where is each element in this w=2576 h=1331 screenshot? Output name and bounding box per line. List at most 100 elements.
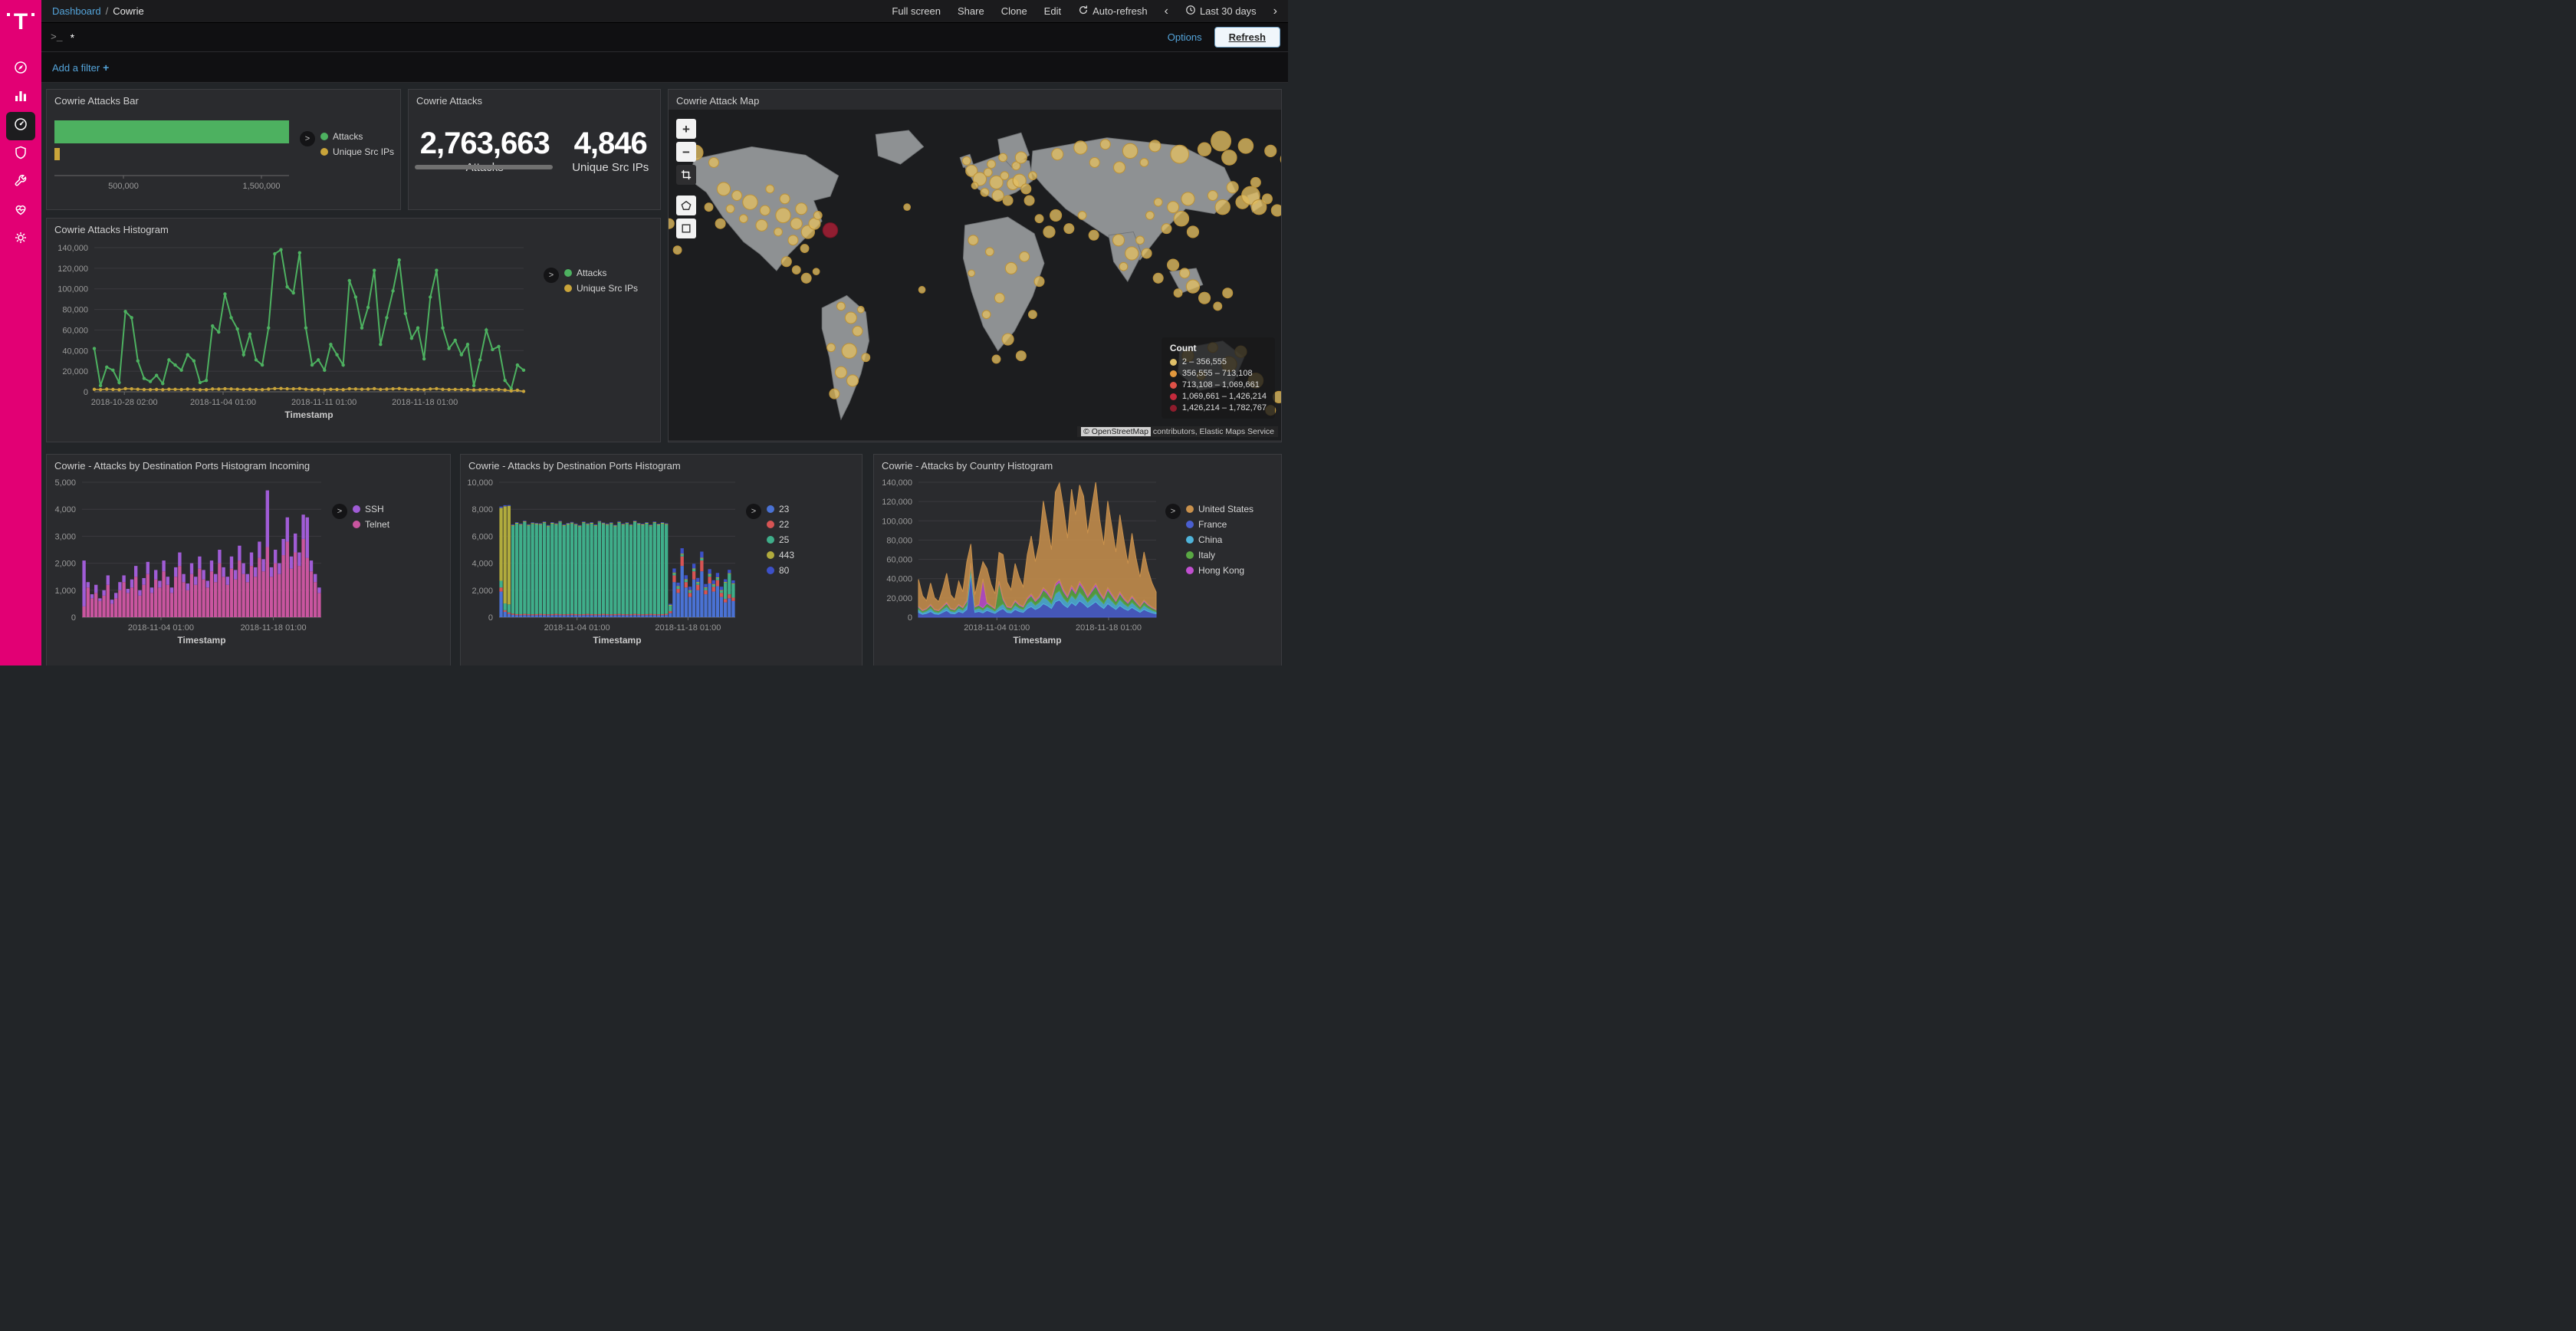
panel-title: Cowrie - Attacks by Destination Ports Hi… [468,460,681,472]
panel-ports-histogram-incoming: Cowrie - Attacks by Destination Ports Hi… [46,454,451,666]
svg-text:2018-11-18 01:00: 2018-11-18 01:00 [1076,623,1142,633]
svg-text:2018-10-28 02:00: 2018-10-28 02:00 [91,398,158,407]
svg-text:3,000: 3,000 [54,532,76,541]
legend-item[interactable]: 80 [767,565,794,576]
kibana-app: T Dashboard / Cowrie Full screen Share C… [0,0,1288,666]
add-filter-button[interactable]: Add a filter + [52,61,109,74]
time-next-chevron[interactable]: › [1273,4,1277,18]
attacks-bar-chart[interactable]: 500,000 1,500,000 [47,110,300,204]
telekom-logo[interactable]: T [5,6,36,38]
openstreetmap-link[interactable]: © OpenStreetMap [1081,427,1151,436]
query-input[interactable] [70,31,1155,44]
refresh-cycle-icon [1078,5,1089,18]
legend-item[interactable]: 25 [767,534,794,545]
panel-title: Cowrie - Attacks by Destination Ports Hi… [54,460,310,472]
svg-text:120,000: 120,000 [58,265,88,274]
auto-refresh-button[interactable]: Auto-refresh [1078,5,1148,18]
sidebar-item-dashboard[interactable] [6,112,35,140]
attack-map[interactable]: + − Count 2 – 356,555 356,555 – 713,108 713… [669,110,1281,440]
svg-text:60,000: 60,000 [62,326,88,335]
legend-toggle-button[interactable]: > [332,504,347,519]
main-column: Dashboard / Cowrie Full screen Share Clo… [41,0,1288,666]
legend-item[interactable]: 443 [767,550,794,560]
svg-text:2018-11-18 01:00: 2018-11-18 01:00 [392,398,458,407]
legend-item[interactable]: France [1186,519,1254,530]
clone-button[interactable]: Clone [1001,5,1027,17]
ports-chart[interactable]: 0 2,000 4,000 6,000 8,000 10,000 2018-11-04 01… [461,475,746,666]
refresh-button[interactable]: Refresh [1214,27,1280,48]
breadcrumb-separator: / [105,5,109,17]
ports-incoming-chart[interactable]: 0 1,000 2,000 3,000 4,000 5,000 2018-11-04 01:… [47,475,332,666]
breadcrumb-dashboard-link[interactable]: Dashboard [52,5,101,17]
query-options-link[interactable]: Options [1167,31,1202,43]
sidebar-item-security[interactable] [6,140,35,169]
svg-text:100,000: 100,000 [882,517,912,526]
attacks-histogram-chart[interactable]: 0 20,000 40,000 60,000 80,000 100,000 120,000 1… [47,238,544,434]
legend-toggle-button[interactable]: > [300,131,315,146]
svg-text:40,000: 40,000 [62,347,88,356]
svg-text:2018-11-18 01:00: 2018-11-18 01:00 [241,623,307,633]
svg-text:1,500,000: 1,500,000 [243,182,281,191]
time-picker-button[interactable]: Last 30 days [1185,5,1257,18]
legend-item[interactable]: Attacks [564,268,638,278]
gear-icon [13,230,28,249]
svg-text:60,000: 60,000 [886,556,912,565]
full-screen-button[interactable]: Full screen [892,5,941,17]
wrench-icon [13,173,28,192]
legend-item[interactable]: Unique Src IPs [564,283,638,294]
share-button[interactable]: Share [958,5,984,17]
panel-cowrie-attacks-histogram: Cowrie Attacks Histogram 0 20,000 40,000 60… [46,218,661,442]
svg-text:80,000: 80,000 [62,306,88,315]
time-prev-chevron[interactable]: ‹ [1164,4,1168,18]
map-attribution: © OpenStreetMap contributors, Elastic Ma… [1077,426,1278,437]
zoom-in-button[interactable]: + [676,119,696,139]
svg-text:4,000: 4,000 [54,505,76,514]
legend-item[interactable]: Hong Kong [1186,565,1254,576]
map-controls: + − [676,119,696,238]
legend-item[interactable]: 22 [767,519,794,530]
legend-item[interactable]: Italy [1186,550,1254,560]
svg-text:Timestamp: Timestamp [593,635,641,646]
sidebar-item-visualize[interactable] [6,84,35,112]
panel-title: Cowrie Attack Map [676,95,760,107]
fit-bounds-icon-button[interactable] [676,165,696,185]
legend-item[interactable]: United States [1186,504,1254,514]
shield-icon [13,145,28,164]
svg-text:40,000: 40,000 [886,575,912,584]
auto-refresh-label: Auto-refresh [1092,5,1148,17]
legend-toggle-button[interactable]: > [746,504,761,519]
global-nav-sidebar: T [0,0,41,666]
svg-text:2018-11-04 01:00: 2018-11-04 01:00 [190,398,256,407]
svg-text:Timestamp: Timestamp [284,409,333,420]
query-bar: >_ Options Refresh [41,23,1288,52]
legend-item[interactable]: Telnet [353,519,389,530]
legend-item[interactable]: SSH [353,504,389,514]
country-chart[interactable]: 0 20,000 40,000 60,000 80,000 100,000 120,000 1… [874,475,1165,666]
horizontal-scrollbar[interactable] [415,165,554,169]
svg-text:120,000: 120,000 [882,498,912,507]
polygon-draw-tool-button[interactable] [676,196,696,215]
legend-item[interactable]: 23 [767,504,794,514]
legend-toggle-button[interactable]: > [544,268,559,283]
sidebar-item-monitoring[interactable] [6,197,35,225]
legend-item[interactable]: China [1186,534,1254,545]
panel-country-histogram: Cowrie - Attacks by Country Histogram 0 2… [873,454,1282,666]
svg-text:140,000: 140,000 [882,478,912,488]
rectangle-draw-tool-button[interactable] [676,219,696,238]
legend-item[interactable]: Attacks [320,131,394,142]
svg-text:0: 0 [84,388,88,397]
sidebar-item-discover[interactable] [6,55,35,84]
svg-text:20,000: 20,000 [62,367,88,376]
legend-item[interactable]: Unique Src IPs [320,146,394,157]
metric-block: 4,846 Unique Src IPs [572,127,649,174]
panel-ports-histogram: Cowrie - Attacks by Destination Ports Hi… [460,454,863,666]
sidebar-item-devtools[interactable] [6,169,35,197]
legend-toggle-button[interactable]: > [1165,504,1181,519]
svg-text:2018-11-18 01:00: 2018-11-18 01:00 [655,623,721,633]
zoom-out-button[interactable]: − [676,142,696,162]
sidebar-item-management[interactable] [6,225,35,254]
query-prompt-icon: >_ [51,31,63,43]
country-legend: > United States France China Italy Hong Kong [1165,475,1254,666]
edit-button[interactable]: Edit [1043,5,1062,17]
